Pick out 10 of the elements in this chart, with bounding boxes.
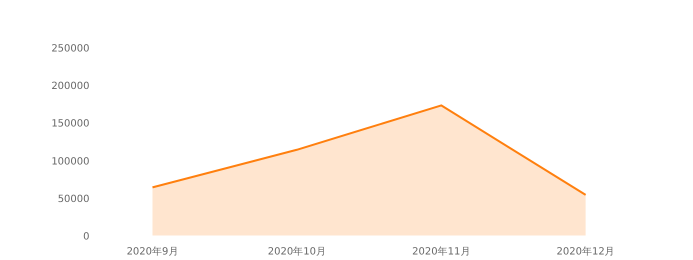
x-tick-label: 2020年10月 [268,246,326,258]
y-tick-label: 150000 [51,118,90,130]
x-tick-label: 2020年11月 [412,246,470,258]
y-tick-label: 250000 [51,44,90,54]
x-tick-label: 2020年9月 [126,246,178,258]
y-tick-label: 200000 [51,81,90,92]
x-tick-label: 2020年12月 [556,246,615,258]
y-tick-label: 50000 [58,194,90,205]
y-tick-label: 0 [83,232,90,242]
y-tick-label: 100000 [51,156,90,168]
